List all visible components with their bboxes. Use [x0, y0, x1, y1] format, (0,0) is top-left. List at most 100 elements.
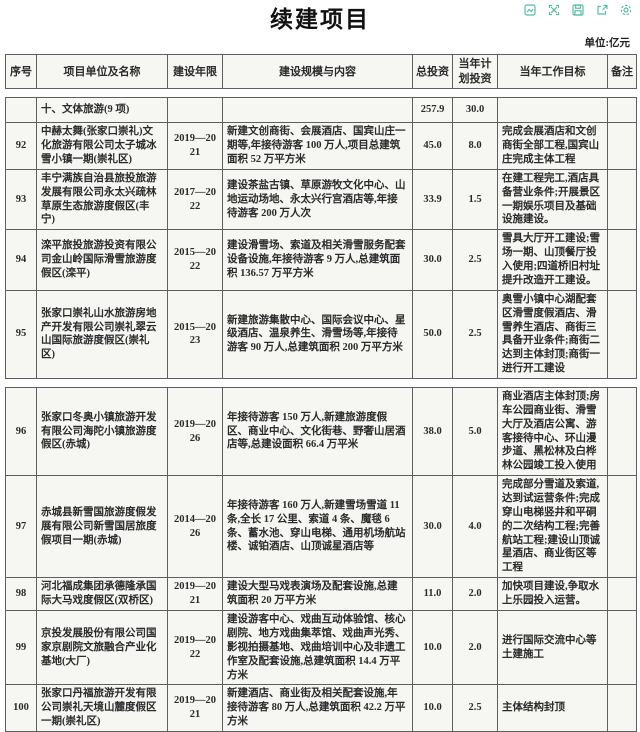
column-header-content: 建设规模与内容: [222, 54, 413, 90]
cell-total: 45.0: [412, 122, 453, 170]
cell-total: 33.9: [412, 168, 453, 231]
cell-no: 98: [5, 577, 37, 612]
section-planned: 30.0: [452, 97, 498, 124]
table-band-2: 96 张家口冬奥小镇旅游开发有限公司海陀小镇旅游度假区(赤城) 2019—202…: [5, 386, 637, 732]
column-header-no: 序号: [5, 54, 37, 90]
album-icon[interactable]: [523, 3, 537, 17]
cell-goal: 主体结构封顶: [497, 684, 608, 732]
cell-total: 11.0: [412, 577, 453, 612]
cell-planned: 4.0: [452, 475, 498, 579]
share-icon[interactable]: [595, 3, 609, 17]
table-row: 92 中赫太舞(张家口崇礼)文化旅游有限公司太子城冰雪小镇一期(崇礼区) 201…: [5, 122, 637, 170]
table-row: 98 河北福成集团承德隆承国际大马戏度假区(双桥区) 2019—2021 建设大…: [5, 577, 637, 612]
settings-icon[interactable]: [619, 3, 633, 17]
section-row: 十、文体旅游(9 项) 257.9 30.0: [5, 97, 637, 124]
cell-content: [222, 97, 413, 124]
cell-no: 97: [5, 475, 37, 579]
section-total: 257.9: [412, 97, 453, 124]
cell-planned: 2.5: [452, 684, 498, 732]
cell-goal: [497, 97, 608, 124]
cell-name: 张家口冬奥小镇旅游开发有限公司海陀小镇旅游度假区(赤城): [36, 386, 168, 477]
cell-note: [607, 475, 637, 579]
column-header-name: 项目单位及名称: [36, 54, 168, 90]
cell-goal: 在建工程完工,酒店具备营业条件;开展景区一期娱乐项目及基础设施建设。: [497, 168, 608, 231]
cell-years: 2019—2026: [167, 386, 223, 477]
cell-content: 建设大型马戏表演场及配套设施,总建筑面积 20 万平方米: [222, 577, 413, 612]
header-row: 序号 项目单位及名称 建设年限 建设规模与内容 总投资 当年计划投资 当年工作目…: [5, 54, 637, 90]
cell-name: 张家口崇礼山水旅游房地产开发有限公司崇礼翠云山国际旅游度假区(崇礼区): [36, 289, 168, 379]
viewer-toolbar: [523, 3, 633, 17]
cell-name: 中赫太舞(张家口崇礼)文化旅游有限公司太子城冰雪小镇一期(崇礼区): [36, 122, 168, 170]
cell-total: 50.0: [412, 289, 453, 379]
cell-name: 张家口丹福旅游开发有限公司崇礼天境山麓度假区一期(崇礼区): [36, 684, 168, 732]
cell-note: [607, 122, 637, 170]
cell-goal: 完成部分雪道及索道,达到试运营条件;完成穿山电梯竖井和平硐的二次结构工程;完善航…: [497, 475, 608, 579]
cell-no: 92: [5, 122, 37, 170]
cell-name: 丰宁满族自治县旅投旅游发展有限公司永太兴疏林草原生态旅游度假区(丰宁): [36, 168, 168, 231]
cell-content: 年接待游客 150 万人,新建旅游度假区、商业中心、文化街巷、野奢山居酒店等,总…: [222, 386, 413, 477]
cell-total: 10.0: [412, 684, 453, 732]
cell-name: 赤城县新雪国旅游度假发展有限公司新雪国居旅度假项目一期(赤城): [36, 475, 168, 579]
cell-planned: 2.5: [452, 229, 498, 291]
fullscreen-icon[interactable]: [547, 3, 561, 17]
cell-content: 建设茶盐古镇、草原游牧文化中心、山地运动场地、永太兴行宫酒店等,年接待游客 20…: [222, 168, 413, 231]
cell-content: 年接待游客 160 万人,新建雪场雪道 11 条,全长 17 公里、索道 4 条…: [222, 475, 413, 579]
table-row: 100 张家口丹福旅游开发有限公司崇礼天境山麓度假区一期(崇礼区) 2019—2…: [5, 684, 637, 732]
cell-note: [607, 577, 637, 612]
cell-years: 2019—2021: [167, 684, 223, 732]
table-row: 99 京投发展股份有限公司国家京剧院文旅融合产业化基地(大厂) 2019—202…: [5, 610, 637, 686]
cell-content: 新建文创商街、会展酒店、国宾山庄一期等,年接待游客 100 万人,项目总建筑面积…: [222, 122, 413, 170]
table-row: 93 丰宁满族自治县旅投旅游发展有限公司永太兴疏林草原生态旅游度假区(丰宁) 2…: [5, 168, 637, 231]
cell-note: [607, 97, 637, 124]
cell-name: 京投发展股份有限公司国家京剧院文旅融合产业化基地(大厂): [36, 610, 168, 686]
cell-content: 新建酒店、商业街及相关配套设施,年接待游客 80 万人,总建筑面积 42.2 万…: [222, 684, 413, 732]
cell-planned: 2.0: [452, 610, 498, 686]
cell-content: 建设滑雪场、索道及相关滑雪服务配套设备设施,年接待游客 9 万人,总建筑面积 1…: [222, 229, 413, 291]
cell-total: 10.0: [412, 610, 453, 686]
cell-years: [167, 97, 223, 124]
cell-goal: 完成会展酒店和文创商街全部工程,国宾山庄完成主体工程: [497, 122, 608, 170]
cell-years: 2014—2026: [167, 475, 223, 579]
section-label: 十、文体旅游(9 项): [36, 97, 168, 124]
table-row: 94 滦平旅投旅游投资有限公司金山岭国际滑雪旅游度假区(滦平) 2015—202…: [5, 229, 637, 291]
cell-no: 96: [5, 386, 37, 477]
column-header-total: 总投资: [412, 54, 453, 90]
table-row: 97 赤城县新雪国旅游度假发展有限公司新雪国居旅度假项目一期(赤城) 2014—…: [5, 475, 637, 579]
cell-name: 滦平旅投旅游投资有限公司金山岭国际滑雪旅游度假区(滦平): [36, 229, 168, 291]
cell-goal: 加快项目建设,争取水上乐园投入运营。: [497, 577, 608, 612]
cell-no: 93: [5, 168, 37, 231]
cell-planned: 8.0: [452, 122, 498, 170]
cell-no: 99: [5, 610, 37, 686]
cell-goal: 奥雪小镇中心湖配套区滑雪度假酒店、滑雪养生酒店、商街三具备开业条件;商街二达到主…: [497, 289, 608, 379]
table-header-band: 序号 项目单位及名称 建设年限 建设规模与内容 总投资 当年计划投资 当年工作目…: [5, 54, 637, 90]
cell-total: 38.0: [412, 386, 453, 477]
cell-planned: 2.5: [452, 289, 498, 379]
unit-label: 单位:亿元: [584, 38, 631, 50]
cell-years: 2017—2022: [167, 168, 223, 231]
cell-no: [5, 97, 37, 124]
cell-goal: 进行国际交流中心等土建施工: [497, 610, 608, 686]
table-band-1: 十、文体旅游(9 项) 257.9 30.0 92 中赫太舞(张家口崇礼)文化旅…: [5, 97, 637, 379]
cell-no: 95: [5, 289, 37, 379]
column-header-years: 建设年限: [167, 54, 223, 90]
table-row: 95 张家口崇礼山水旅游房地产开发有限公司崇礼翠云山国际旅游度假区(崇礼区) 2…: [5, 289, 637, 379]
cell-name: 河北福成集团承德隆承国际大马戏度假区(双桥区): [36, 577, 168, 612]
cell-note: [607, 168, 637, 231]
cell-years: 2019—2021: [167, 577, 223, 612]
cell-no: 94: [5, 229, 37, 291]
page-title: 续建项目: [270, 7, 370, 32]
cell-years: 2015—2022: [167, 229, 223, 291]
column-header-note: 备注: [607, 54, 637, 90]
cell-planned: 2.0: [452, 577, 498, 612]
cell-content: 新建旅游集散中心、国际会议中心、星级酒店、温泉养生、滑雪场等,年接待游客 90 …: [222, 289, 413, 379]
cell-note: [607, 289, 637, 379]
save-icon[interactable]: [571, 3, 585, 17]
cell-planned: 5.0: [452, 386, 498, 477]
cell-planned: 1.5: [452, 168, 498, 231]
column-header-goal: 当年工作目标: [497, 54, 608, 90]
cell-note: [607, 229, 637, 291]
cell-total: 30.0: [412, 229, 453, 291]
cell-note: [607, 386, 637, 477]
cell-goal: 雪具大厅开工建设;雪场一期、山顶餐厅投入使用;四道桥旧村址提升改造开工建设。: [497, 229, 608, 291]
cell-note: [607, 610, 637, 686]
